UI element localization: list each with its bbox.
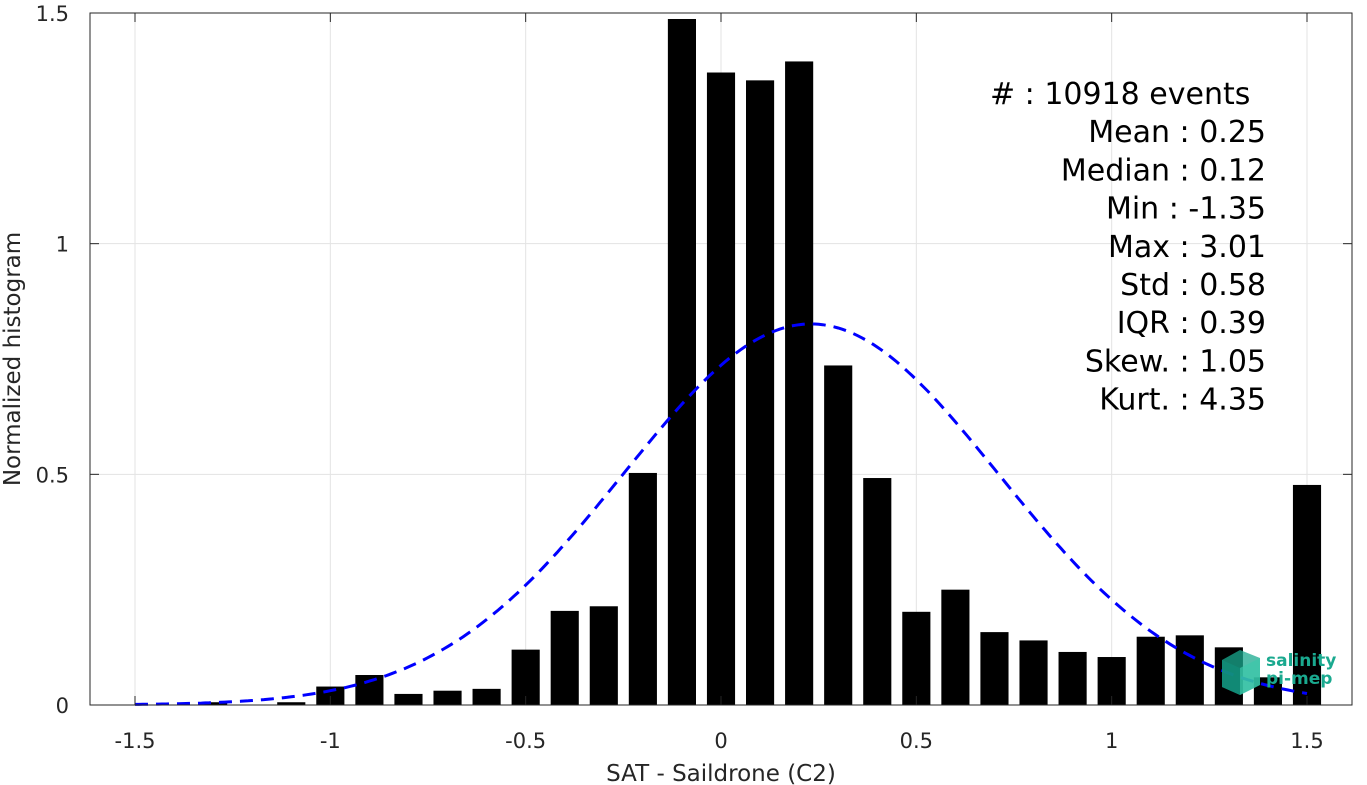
stat-line: Min : -1.35 bbox=[1106, 192, 1266, 227]
histogram-bar bbox=[199, 702, 228, 705]
y-tick-label: 1 bbox=[56, 233, 69, 257]
histogram-bar bbox=[550, 610, 579, 705]
x-tick-label: -1.5 bbox=[115, 729, 156, 753]
histogram-bar bbox=[394, 693, 423, 705]
histogram-bar bbox=[902, 611, 931, 705]
histogram-bar bbox=[433, 690, 462, 705]
x-tick-label: 0 bbox=[714, 729, 727, 753]
histogram-bar bbox=[1175, 635, 1204, 705]
histogram-bar bbox=[1019, 640, 1048, 705]
histogram-bar bbox=[706, 72, 736, 705]
histogram-bar bbox=[511, 649, 540, 705]
histogram-bars bbox=[199, 18, 1322, 706]
x-tick-label: -0.5 bbox=[505, 729, 546, 753]
gaussian-fit-curve bbox=[135, 322, 1308, 706]
stat-line: Max : 3.01 bbox=[1108, 230, 1266, 265]
histogram-bar bbox=[589, 606, 618, 705]
logo-text-pimep: pi-mep bbox=[1266, 669, 1332, 689]
x-tick-label: 1.5 bbox=[1290, 729, 1323, 753]
stat-line: IQR : 0.39 bbox=[1117, 306, 1266, 341]
y-axis-tick-labels: 0 0.5 1 1.5 bbox=[36, 2, 69, 718]
x-axis-label: SAT - Saildrone (C2) bbox=[606, 761, 836, 785]
histogram-bar bbox=[785, 61, 814, 705]
y-tick-label: 0 bbox=[56, 694, 69, 718]
histogram-bar bbox=[277, 702, 306, 705]
logo-cube-icon bbox=[1222, 650, 1260, 695]
stat-line: Kurt. : 4.35 bbox=[1099, 383, 1266, 418]
logo-text-salinity: salinity bbox=[1266, 651, 1336, 671]
histogram-bar bbox=[1136, 636, 1165, 705]
x-axis-tick-labels: -1.5 -1 -0.5 0 0.5 1 1.5 bbox=[115, 729, 1324, 753]
histogram-bar bbox=[355, 675, 384, 705]
y-tick-label: 1.5 bbox=[36, 2, 69, 26]
salinity-pimep-logo: salinity pi-mep bbox=[1222, 650, 1336, 695]
stat-line: Mean : 0.25 bbox=[1088, 115, 1266, 150]
histogram-bar bbox=[746, 80, 775, 705]
stat-line: Median : 0.12 bbox=[1061, 153, 1266, 188]
histogram-bar bbox=[941, 589, 970, 705]
histogram-bar bbox=[472, 688, 501, 705]
histogram-bar bbox=[980, 632, 1009, 705]
histogram-bar bbox=[628, 472, 657, 705]
y-tick-label: 0.5 bbox=[36, 463, 69, 487]
axis-ticks bbox=[90, 12, 1352, 706]
histogram-bar bbox=[863, 478, 892, 705]
x-tick-label: 1 bbox=[1105, 729, 1118, 753]
stat-line: Std : 0.58 bbox=[1120, 268, 1266, 303]
stat-line: Skew. : 1.05 bbox=[1085, 344, 1266, 379]
y-axis-label: Normalized histogram bbox=[0, 232, 26, 486]
x-tick-label: -1 bbox=[320, 729, 341, 753]
histogram-bar bbox=[1292, 484, 1322, 705]
histogram-bar bbox=[667, 18, 696, 706]
histogram-bar bbox=[824, 365, 853, 705]
histogram-bar bbox=[1058, 651, 1087, 705]
stat-line: # : 10918 events bbox=[990, 77, 1250, 112]
x-tick-label: 0.5 bbox=[900, 729, 933, 753]
